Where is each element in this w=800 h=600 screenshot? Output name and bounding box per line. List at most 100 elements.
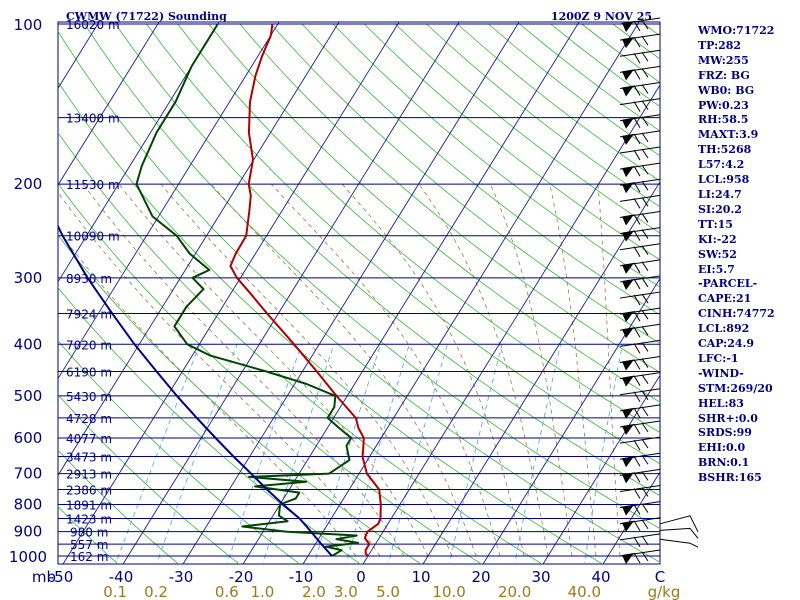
isotherm-30	[542, 374, 660, 564]
isobars	[58, 23, 660, 557]
wind-barb	[619, 275, 661, 290]
pressure-tick-label: 200	[14, 175, 43, 193]
isotherm--90	[58, 22, 160, 186]
index-line: CINH:74772	[698, 307, 775, 321]
wind-barb	[619, 259, 661, 274]
wind-barb	[619, 146, 661, 161]
pressure-tick-label: 1000	[9, 548, 47, 566]
mixing-ratio-line-8	[514, 344, 561, 564]
isotherm-0	[362, 84, 660, 564]
index-line: KI:-22	[698, 232, 737, 246]
dry-adiabat-19	[363, 23, 660, 261]
mixing-ratio-line-0	[115, 344, 201, 564]
wind-barb	[619, 404, 661, 419]
wind-barb	[619, 533, 661, 548]
wind-barb	[619, 210, 661, 226]
index-line: HEL:83	[698, 396, 744, 410]
wind-barb	[619, 420, 661, 436]
mixing-ratio-tick-label: 20.0	[498, 583, 531, 600]
dry-adiabat-8	[58, 81, 604, 564]
moist-adiabat-10	[549, 184, 597, 557]
index-line: WMO:71722	[698, 24, 775, 37]
index-line: TP:282	[698, 38, 742, 52]
dry-adiabat-15	[239, 23, 660, 373]
plot-frame	[57, 21, 661, 565]
mixing-ratio-line-7	[448, 344, 503, 564]
isotherm--80	[58, 22, 220, 283]
mixing-ratio-line-6	[387, 344, 448, 564]
dry-adiabat-3	[58, 340, 301, 564]
index-line: LCL:892	[698, 322, 750, 336]
background-grid	[58, 22, 660, 564]
pressure-tick-label: 100	[14, 16, 43, 34]
isotherm-20	[482, 277, 660, 564]
temperature-profile	[229, 23, 382, 557]
wind-barb	[619, 49, 661, 64]
height-label: 13400 m	[66, 112, 120, 126]
height-label: 2913 m	[66, 468, 112, 482]
dry-adiabat-14	[208, 23, 660, 403]
sounding-profiles	[58, 23, 382, 557]
height-label: 8930 m	[66, 272, 112, 286]
wind-barb	[619, 130, 661, 145]
dry-adiabat-17	[301, 23, 660, 316]
mixing-ratio-tick-label: 0.6	[215, 583, 239, 600]
index-line: -PARCEL-	[698, 277, 758, 291]
temperature-tick-label: -10	[289, 568, 314, 586]
mixing-ratio-line-2	[226, 344, 303, 564]
mixing-ratio-tick-label: 3.0	[334, 583, 358, 600]
index-line: SW:52	[698, 247, 737, 261]
wind-barb	[619, 549, 661, 564]
temperature-tick-label: 40	[591, 568, 610, 586]
mixing-ratio-tick-label: 10.0	[432, 583, 465, 600]
temperature-tick-label: -20	[229, 568, 254, 586]
height-label: 557 m	[70, 538, 108, 552]
index-line: CAP:24.9	[698, 337, 755, 351]
wind-barb	[619, 468, 661, 484]
index-line: FRZ: BG	[698, 68, 750, 82]
height-label: 5430 m	[66, 390, 112, 404]
mixing-ratio-tick-label: 5.0	[376, 583, 400, 600]
isotherm--60	[58, 22, 340, 477]
wind-barb	[619, 178, 661, 194]
index-line: MW:255	[698, 53, 749, 67]
dry-adiabat-2	[58, 394, 240, 564]
pressure-tick-label: 700	[14, 465, 43, 483]
mixing-ratio-tick-label: 2.0	[302, 583, 326, 600]
moist-adiabat-0	[58, 229, 357, 557]
temperature-tick-label: 20	[471, 568, 490, 586]
temperature-tick-label: 0	[356, 568, 366, 586]
station-title: CWMW (71722) Sounding	[66, 10, 227, 23]
index-line: EI:5.7	[698, 262, 735, 276]
mixing-ratio-line-5	[345, 344, 410, 564]
index-line: TT:15	[698, 217, 733, 231]
wind-barb	[619, 485, 661, 499]
pressure-tick-label: 500	[14, 387, 43, 405]
index-line: EHI:0.0	[698, 441, 746, 455]
wind-barb	[619, 517, 661, 532]
pressure-tick-label: 800	[14, 495, 43, 513]
temperature-tick-label: 10	[411, 568, 430, 586]
height-label: 4728 m	[66, 412, 112, 426]
wind-barb	[619, 372, 661, 387]
pressure-tick-label: 400	[14, 335, 43, 353]
isotherm-40	[602, 471, 660, 564]
mixing-ratio-tick-label: 0.1	[103, 583, 127, 600]
dry-adiabat-1	[58, 449, 180, 564]
wind-barb	[619, 227, 661, 242]
moist-adiabat-11	[597, 184, 621, 557]
dry-adiabat-16	[270, 23, 660, 344]
index-line: PW:0.23	[698, 98, 749, 112]
dry-adiabat-7	[58, 132, 543, 564]
wind-barb	[619, 356, 661, 371]
pressure-tick-label: 300	[14, 269, 43, 287]
parcel-path	[58, 223, 333, 557]
height-label: 2386 m	[66, 484, 112, 498]
surface-wind-barb	[659, 538, 699, 548]
index-line: SI:20.2	[698, 202, 742, 216]
temperature-tick-label: -40	[109, 568, 134, 586]
isotherm--50	[62, 22, 400, 564]
wind-barbs	[619, 17, 699, 564]
temperature-tick-label: -50	[49, 568, 74, 586]
